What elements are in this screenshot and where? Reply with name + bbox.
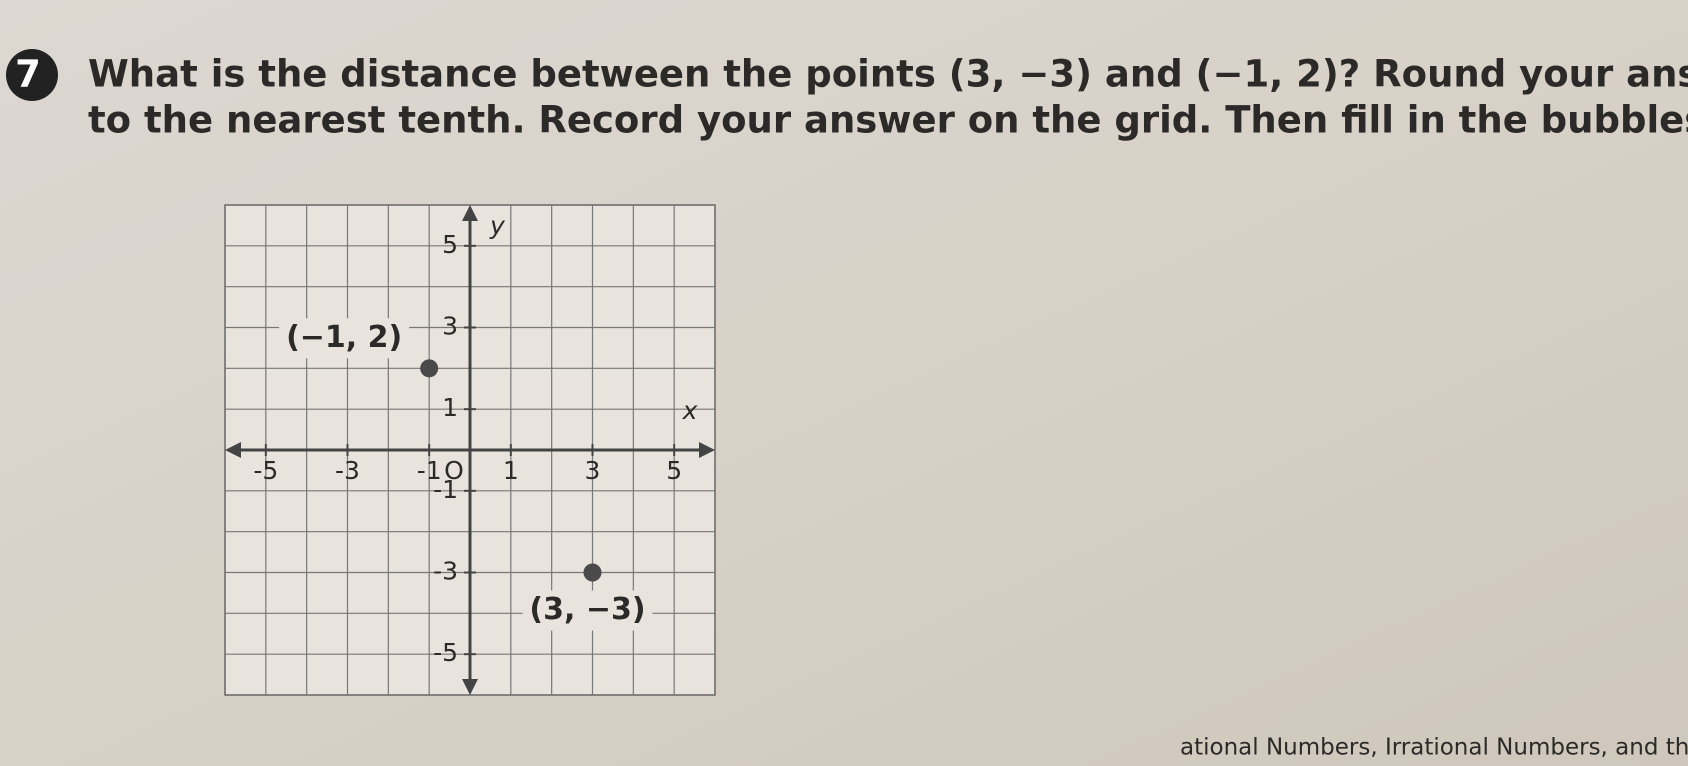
x-tick-label: -3 <box>335 456 360 485</box>
question-line: to the nearest tenth. Record your answer… <box>88 99 1688 142</box>
x-tick-label: 5 <box>666 456 682 485</box>
x-tick-label: -1 <box>417 456 442 485</box>
point-label: (3, −3) <box>529 592 645 627</box>
point <box>420 359 439 378</box>
x-axis-label: x <box>682 396 698 425</box>
label-backdrop <box>522 590 653 631</box>
y-axis-label: y <box>489 211 506 240</box>
origin-label: O <box>444 456 464 485</box>
x-tick-label: 3 <box>585 456 601 485</box>
point-label: (−1, 2) <box>286 320 402 355</box>
y-tick-label: -1 <box>433 475 458 504</box>
label-backdrop <box>279 318 410 359</box>
y-tick-label: 5 <box>442 230 458 259</box>
footer: ational Numbers, Irrational Numbers, and… <box>1180 735 1688 761</box>
graph: x y O -5 -3 -1 1 3 5 5 3 1 -1 -3 -5 (−1, 2) (3, −3) <box>224 204 716 696</box>
question-badge <box>6 49 58 101</box>
y-tick-label: 3 <box>442 312 458 341</box>
question-line: What is the distance between the points … <box>88 53 1688 96</box>
x-tick-label: 1 <box>503 456 519 485</box>
x-tick-label: -5 <box>253 456 278 485</box>
y-tick-label: 1 <box>442 393 458 422</box>
y-tick-label: -5 <box>433 638 458 667</box>
y-tick-label: -3 <box>433 557 458 586</box>
question-number: 7 <box>15 53 41 96</box>
point <box>583 563 602 582</box>
